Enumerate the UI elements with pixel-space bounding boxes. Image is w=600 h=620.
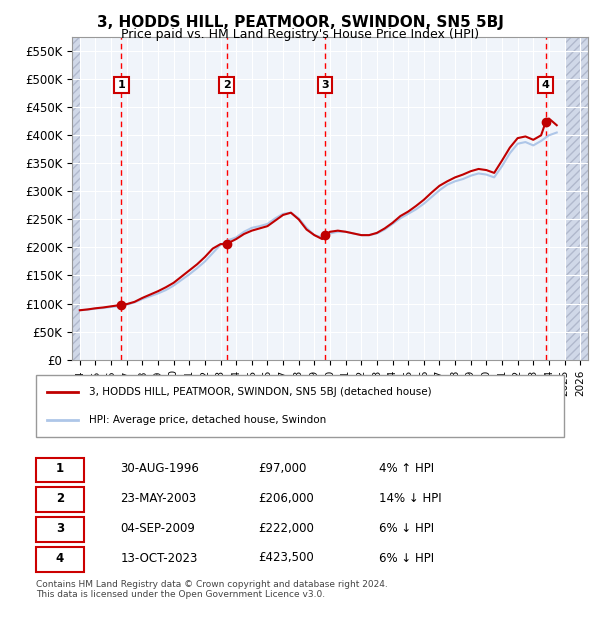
Text: £97,000: £97,000 (258, 463, 306, 475)
Text: 3: 3 (321, 80, 329, 90)
FancyBboxPatch shape (36, 375, 564, 437)
Text: 6% ↓ HPI: 6% ↓ HPI (379, 552, 434, 564)
Text: HPI: Average price, detached house, Swindon: HPI: Average price, detached house, Swin… (89, 415, 326, 425)
Text: 23-MAY-2003: 23-MAY-2003 (121, 492, 197, 505)
Text: 3: 3 (56, 522, 64, 534)
Text: 4: 4 (542, 80, 550, 90)
Text: 14% ↓ HPI: 14% ↓ HPI (379, 492, 442, 505)
Text: 4% ↑ HPI: 4% ↑ HPI (379, 463, 434, 475)
Bar (72, 37, 80, 360)
Text: 30-AUG-1996: 30-AUG-1996 (121, 463, 199, 475)
Text: 2: 2 (56, 492, 64, 505)
FancyBboxPatch shape (36, 458, 83, 482)
Text: 1: 1 (56, 463, 64, 475)
Text: 1: 1 (118, 80, 125, 90)
FancyBboxPatch shape (36, 547, 83, 572)
Text: 13-OCT-2023: 13-OCT-2023 (121, 552, 198, 564)
Text: 6% ↓ HPI: 6% ↓ HPI (379, 522, 434, 534)
Text: 3, HODDS HILL, PEATMOOR, SWINDON, SN5 5BJ: 3, HODDS HILL, PEATMOOR, SWINDON, SN5 5B… (97, 16, 503, 30)
Text: 3, HODDS HILL, PEATMOOR, SWINDON, SN5 5BJ (detached house): 3, HODDS HILL, PEATMOOR, SWINDON, SN5 5B… (89, 388, 431, 397)
Text: £423,500: £423,500 (258, 552, 314, 564)
Text: 2: 2 (223, 80, 230, 90)
Text: Price paid vs. HM Land Registry's House Price Index (HPI): Price paid vs. HM Land Registry's House … (121, 28, 479, 41)
Text: £222,000: £222,000 (258, 522, 314, 534)
Bar (565, 37, 588, 360)
Text: 04-SEP-2009: 04-SEP-2009 (121, 522, 196, 534)
Text: Contains HM Land Registry data © Crown copyright and database right 2024.
This d: Contains HM Land Registry data © Crown c… (36, 580, 388, 599)
Text: £206,000: £206,000 (258, 492, 314, 505)
FancyBboxPatch shape (36, 487, 83, 512)
FancyBboxPatch shape (36, 517, 83, 542)
Text: 4: 4 (56, 552, 64, 564)
